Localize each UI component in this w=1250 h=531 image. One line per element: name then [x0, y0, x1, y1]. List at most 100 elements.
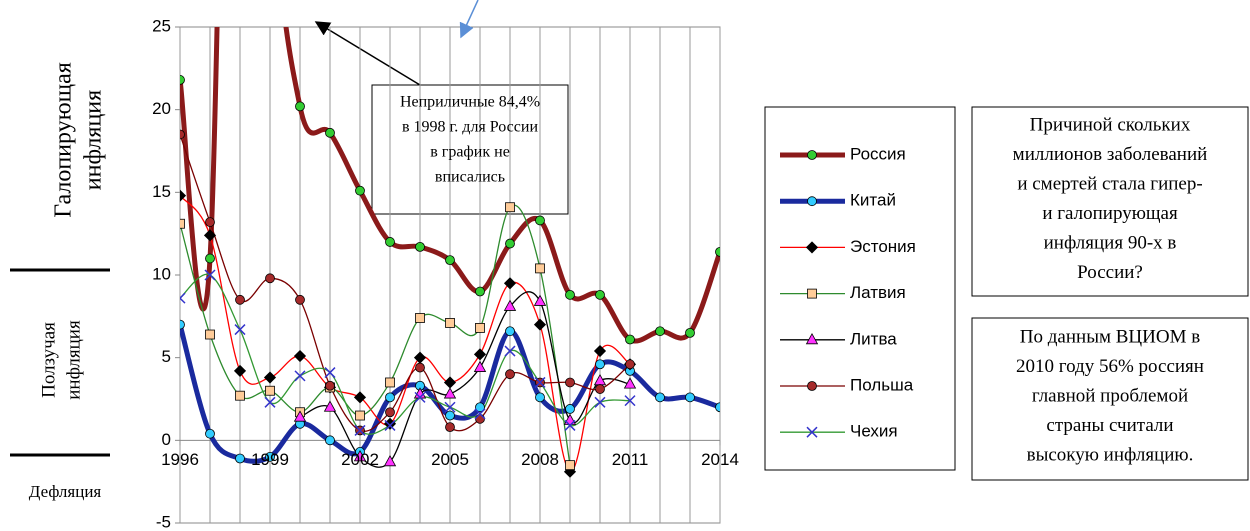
marker [505, 202, 515, 213]
zone-label: Дефляция [29, 482, 102, 501]
note-text: миллионов заболеваний [1013, 144, 1208, 165]
marker [355, 410, 365, 421]
marker [293, 349, 307, 363]
marker [355, 185, 365, 196]
marker [353, 391, 367, 404]
annotation-arrow [314, 21, 421, 86]
annotation-text: в график не [430, 144, 510, 161]
marker [564, 419, 576, 431]
legend [764, 106, 956, 471]
marker [505, 238, 515, 249]
marker [324, 367, 336, 379]
zone-label: инфляция [63, 320, 84, 400]
note-text: главной проблемой [1032, 385, 1188, 406]
series-line [180, 273, 631, 435]
marker [445, 255, 455, 266]
marker [535, 263, 545, 274]
marker [415, 362, 425, 373]
marker [205, 428, 215, 439]
y-tick-label: 5 [162, 347, 171, 366]
legend-label: Эстония [850, 237, 916, 256]
marker [595, 359, 605, 370]
marker [563, 413, 577, 425]
marker [594, 396, 606, 408]
marker [503, 277, 517, 290]
marker [204, 269, 216, 281]
note-text: По данным ВЦИОМ в [1020, 326, 1200, 347]
marker [655, 392, 665, 403]
y-tick-label: 15 [152, 182, 171, 201]
marker [445, 318, 455, 328]
y-tick-label: 0 [162, 430, 171, 449]
marker [443, 387, 457, 399]
marker [625, 359, 635, 370]
marker [325, 435, 335, 446]
marker [595, 289, 605, 300]
x-tick-label: 2002 [341, 450, 379, 469]
x-tick-label: 2008 [521, 450, 559, 469]
marker [533, 294, 547, 306]
marker [624, 395, 636, 407]
note-box [971, 317, 1249, 481]
marker [623, 377, 637, 389]
marker [445, 422, 455, 433]
marker [565, 460, 575, 471]
annotation-text: Неприличные 84,4% [400, 94, 540, 111]
marker [475, 413, 485, 424]
marker [504, 345, 516, 357]
annotation-text: вписались [435, 169, 505, 186]
legend-marker [805, 332, 819, 345]
marker [533, 318, 547, 331]
marker [233, 364, 247, 377]
marker [235, 390, 245, 401]
marker [385, 377, 395, 388]
marker [535, 215, 545, 226]
marker [534, 376, 546, 388]
marker [503, 299, 517, 311]
marker [354, 424, 366, 436]
note-text: высокую инфляцию. [1027, 444, 1194, 465]
marker [325, 127, 335, 138]
legend-label: Латвия [850, 283, 906, 302]
marker [475, 286, 485, 297]
marker [595, 384, 605, 394]
y-tick-label: 20 [152, 99, 171, 118]
marker [235, 453, 245, 464]
decor-arrow [459, 0, 479, 39]
marker [625, 334, 635, 345]
note-text: 2010 году 56% россиян [1016, 356, 1204, 377]
marker [180, 129, 185, 140]
marker [444, 401, 456, 413]
marker [715, 402, 720, 413]
y-tick-label: -5 [156, 512, 171, 531]
legend-label: Польша [850, 375, 914, 394]
marker [295, 294, 305, 305]
marker [565, 289, 575, 300]
marker [294, 370, 306, 382]
legend-label: Россия [850, 144, 906, 163]
marker [353, 450, 367, 462]
marker [265, 451, 275, 462]
marker [385, 237, 395, 247]
marker [203, 229, 217, 242]
note-box [971, 106, 1249, 297]
legend-marker [807, 381, 817, 391]
y-tick-label: 25 [152, 16, 171, 35]
marker [415, 241, 425, 252]
marker [443, 376, 457, 389]
marker [180, 189, 187, 202]
marker [205, 217, 215, 227]
marker [685, 327, 695, 338]
marker [180, 292, 186, 304]
legend-marker [806, 426, 818, 438]
annotation-text: в 1998 г. для России [402, 119, 538, 136]
x-tick-label: 2011 [612, 450, 649, 469]
x-tick-label: 1996 [161, 450, 199, 469]
marker [445, 410, 455, 421]
zone-label: инфляция [81, 90, 107, 190]
marker [265, 273, 275, 284]
marker [385, 392, 395, 403]
marker [475, 402, 485, 413]
legend-marker [807, 288, 817, 299]
